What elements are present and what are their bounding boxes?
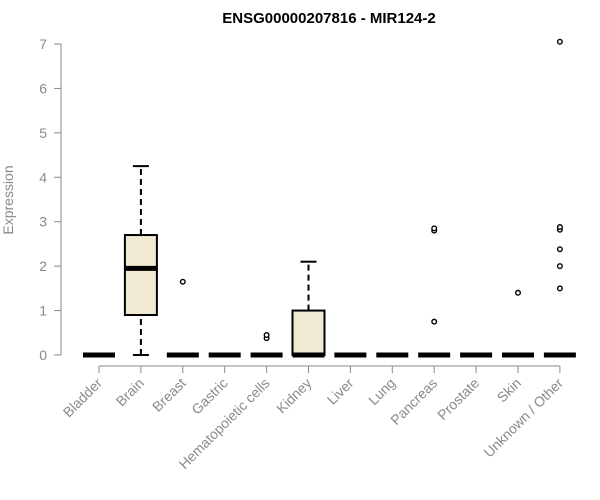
y-axis-label: Expression <box>0 165 16 234</box>
x-tick-label: Skin <box>494 375 525 406</box>
box-brain <box>123 165 158 356</box>
y-tick-label: 1 <box>39 303 47 319</box>
plot-area <box>83 38 576 358</box>
y-tick-label: 0 <box>39 347 47 363</box>
x-tick-label: Breast <box>149 375 189 415</box>
outlier-point <box>431 318 438 325</box>
x-tick-label: Lung <box>365 375 398 408</box>
outlier-point <box>556 246 563 253</box>
box-kidney <box>291 260 326 358</box>
y-tick-label: 6 <box>39 80 47 96</box>
y-tick-label: 2 <box>39 258 47 274</box>
x-tick-label: Prostate <box>434 375 482 423</box>
y-tick-label: 5 <box>39 125 47 141</box>
y-tick-label: 3 <box>39 214 47 230</box>
outlier-point <box>515 289 522 296</box>
outlier-point <box>179 278 186 285</box>
x-tick-label: Unknown / Other <box>480 375 566 461</box>
x-tick-label: Liver <box>324 375 357 408</box>
box-body <box>123 234 158 317</box>
y-axis: 0 1 2 3 4 5 6 7 <box>39 36 62 363</box>
chart-title: ENSG00000207816 - MIR124-2 <box>222 10 435 27</box>
outlier-point <box>431 225 438 232</box>
box-skin <box>502 289 534 358</box>
x-tick-label: Pancreas <box>387 375 440 428</box>
outlier-point <box>556 224 563 231</box>
x-tick-label: Bladder <box>60 375 106 421</box>
outlier-point <box>556 38 563 45</box>
y-tick-label: 4 <box>39 169 47 185</box>
box-unknown-other <box>543 38 576 358</box>
x-tick-label: Brain <box>113 375 147 409</box>
outlier-point <box>556 285 563 292</box>
y-tick-label: 7 <box>39 36 47 52</box>
box-pancreas <box>418 225 451 358</box>
box-hematopoietic-cells <box>250 332 283 358</box>
outlier-point <box>263 332 270 339</box>
x-tick-label: Kidney <box>273 375 315 417</box>
box-breast <box>166 278 199 358</box>
box-body <box>291 309 326 357</box>
outlier-point <box>556 263 563 270</box>
